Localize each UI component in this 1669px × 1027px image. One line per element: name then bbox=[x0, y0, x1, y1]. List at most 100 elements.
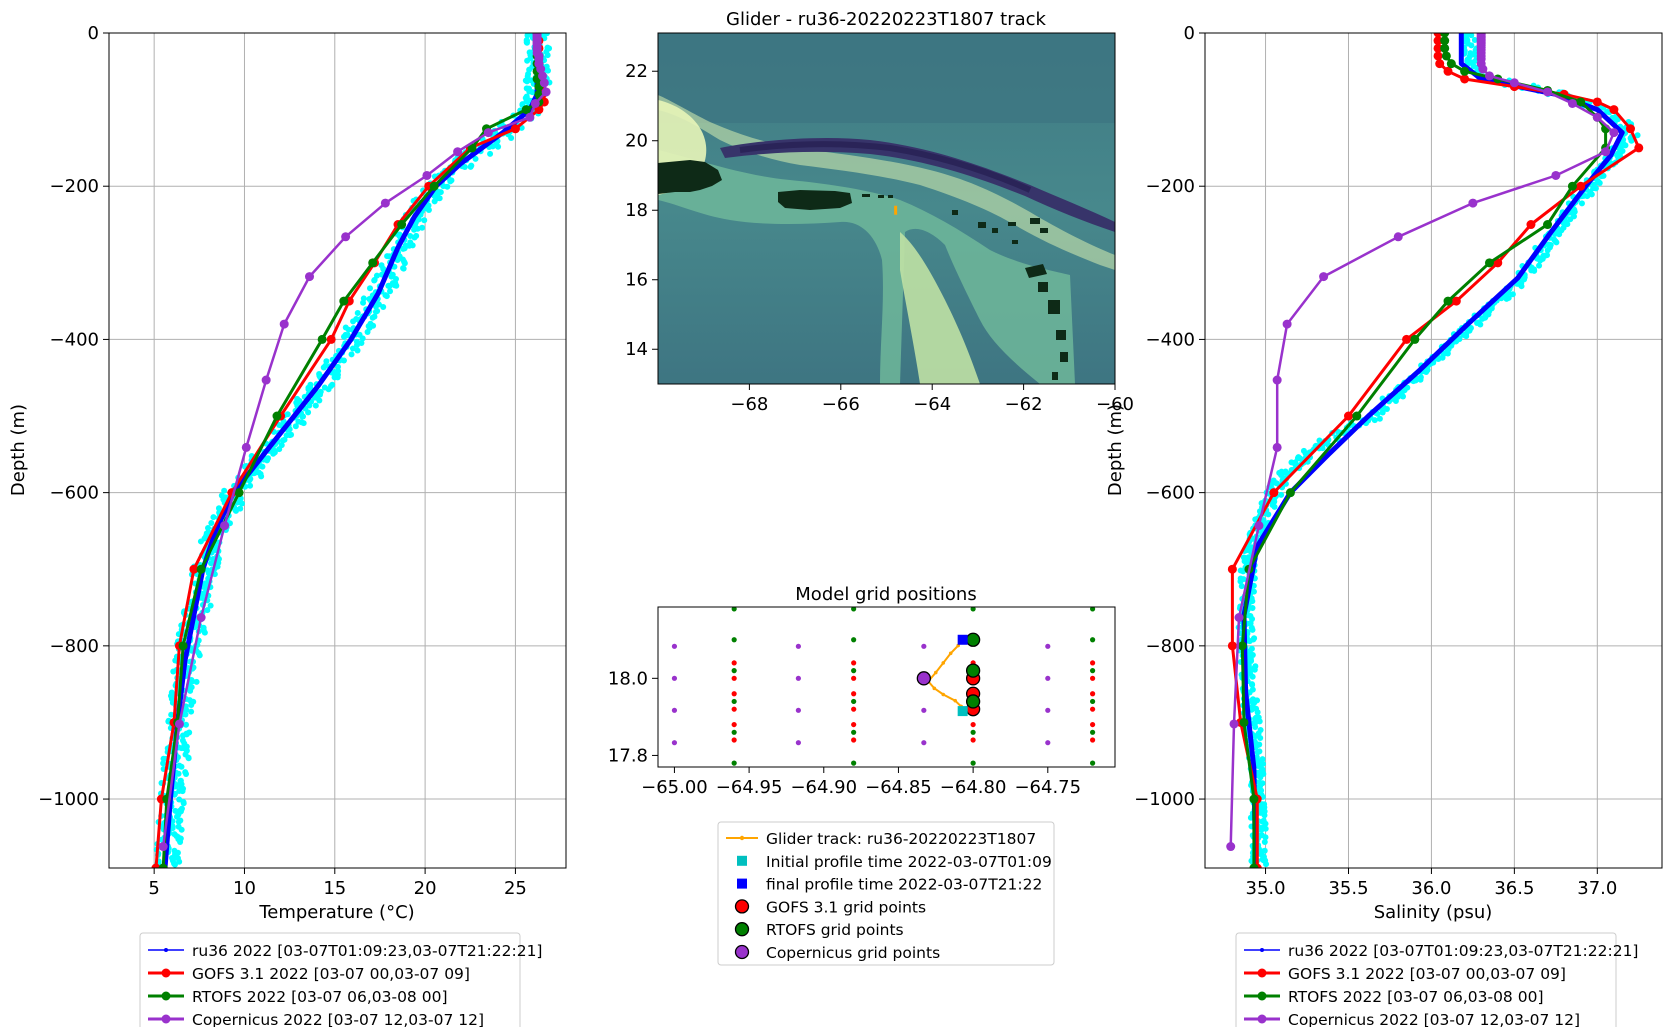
gofs-grid-point bbox=[970, 721, 976, 728]
series-marker bbox=[220, 521, 230, 531]
glider-profile-point bbox=[380, 303, 387, 310]
gofs-grid-point bbox=[731, 691, 737, 697]
glider-track-point bbox=[953, 698, 957, 703]
series-marker bbox=[1460, 74, 1470, 84]
glider-profile-point bbox=[467, 163, 474, 170]
glider-profile-point bbox=[394, 257, 401, 264]
glider-position-marker bbox=[894, 205, 898, 215]
y-tick-label: −200 bbox=[1146, 176, 1195, 197]
glider-profile-point bbox=[524, 73, 531, 80]
series-marker bbox=[453, 147, 463, 157]
series-marker bbox=[429, 181, 439, 191]
gofs-grid-point bbox=[1089, 721, 1096, 728]
series-marker bbox=[1567, 181, 1577, 191]
glider-profile-point bbox=[1477, 321, 1484, 328]
grid-points bbox=[671, 607, 1096, 766]
glider-profile-point bbox=[160, 755, 167, 762]
glider-profile-point bbox=[170, 860, 177, 867]
series-marker bbox=[380, 198, 390, 208]
glider-profile-point bbox=[312, 402, 319, 409]
rtofs-selected-point bbox=[965, 694, 981, 709]
series-marker bbox=[422, 170, 432, 180]
glider-profile-point bbox=[208, 520, 215, 527]
glider-profile-point bbox=[1251, 666, 1258, 673]
glider-profile-point bbox=[168, 695, 175, 702]
glider-profile-point bbox=[354, 347, 361, 354]
series-marker bbox=[151, 863, 161, 868]
series-marker bbox=[1435, 59, 1445, 69]
glider-profile-point bbox=[1564, 221, 1571, 228]
glider-profile-point bbox=[1261, 838, 1268, 845]
series-marker bbox=[1451, 296, 1461, 306]
y-tick-label: −1000 bbox=[38, 789, 99, 810]
gofs-grid-point bbox=[731, 675, 737, 681]
series-marker bbox=[1234, 613, 1244, 622]
glider-profile-point bbox=[423, 205, 430, 212]
series-marker bbox=[525, 112, 535, 122]
series-marker bbox=[1226, 842, 1236, 852]
glider-profile-point bbox=[205, 525, 212, 532]
legend-circle-marker bbox=[734, 944, 750, 960]
series-marker bbox=[1254, 521, 1264, 531]
glider-profile-point bbox=[1258, 826, 1265, 833]
grid-legend-label: Copernicus grid points bbox=[766, 944, 940, 962]
series-marker bbox=[158, 863, 168, 868]
glider-profile-point bbox=[1488, 305, 1495, 312]
series-marker bbox=[1576, 181, 1586, 191]
glider-profile-point bbox=[1544, 247, 1551, 254]
series-marker bbox=[339, 296, 349, 306]
series-marker bbox=[1509, 78, 1519, 88]
glider-profile-point bbox=[1259, 769, 1266, 776]
copernicus-grid-point bbox=[1045, 707, 1051, 713]
gofs-grid-point bbox=[851, 721, 857, 728]
glider-profile-point bbox=[1528, 266, 1535, 273]
rtofs-grid-point bbox=[731, 729, 737, 735]
glider-profile-point bbox=[178, 826, 185, 833]
map-x-tick-label: −62 bbox=[1005, 394, 1043, 415]
glider-profile-point bbox=[257, 470, 264, 477]
glider-profile-point bbox=[1570, 213, 1577, 220]
series-marker bbox=[530, 98, 540, 108]
series-marker bbox=[1237, 641, 1247, 651]
series-marker bbox=[341, 232, 351, 242]
series-marker bbox=[1460, 66, 1470, 76]
series-marker bbox=[1576, 97, 1586, 107]
series-marker bbox=[368, 258, 378, 268]
glider-profile-point bbox=[1254, 749, 1261, 756]
copernicus-grid-point bbox=[795, 675, 801, 681]
glider-profile-point bbox=[1249, 673, 1256, 680]
glider-profile-point bbox=[1249, 626, 1256, 633]
temperature-profile-panel: 5 10 15 20 25 0 −200 −400 −600 −800 −1000 Temperat… bbox=[8, 23, 567, 1027]
glider-profile-point bbox=[1251, 635, 1258, 642]
series-marker bbox=[521, 105, 531, 115]
series-marker bbox=[1402, 334, 1412, 344]
virgin-islands bbox=[862, 194, 893, 198]
series-marker bbox=[279, 319, 289, 329]
glider-profile-point bbox=[187, 687, 194, 694]
grid-x-tick-label: −65.00 bbox=[641, 777, 708, 798]
glider-profile-point bbox=[210, 514, 217, 521]
x-tick-label: 36.5 bbox=[1494, 878, 1534, 899]
grid-legend-label: GOFS 3.1 grid points bbox=[766, 898, 926, 916]
series-marker bbox=[1443, 296, 1453, 306]
y-tick-label: −200 bbox=[50, 176, 99, 197]
copernicus-grid-point bbox=[921, 707, 927, 713]
glider-profile-point bbox=[259, 463, 266, 470]
copernicus-grid-point bbox=[1045, 740, 1051, 746]
glider-track-point bbox=[941, 661, 946, 665]
salinity-axes-frame bbox=[1204, 32, 1663, 869]
series-marker bbox=[1433, 33, 1443, 38]
series-marker bbox=[196, 613, 206, 622]
final-profile-marker bbox=[957, 634, 968, 645]
y-tick-label: −800 bbox=[50, 636, 99, 657]
glider-profile-point bbox=[188, 708, 195, 715]
series-marker bbox=[1592, 97, 1602, 107]
glider-profile-point bbox=[204, 567, 211, 574]
series-marker bbox=[189, 564, 199, 574]
glider-profile-point bbox=[495, 143, 502, 150]
glider-profile-point bbox=[202, 582, 209, 589]
model-grid-positions-panel: Model grid positions −65.00 −64.95 −64.90−… bbox=[608, 584, 1116, 966]
glider-profile-point bbox=[487, 150, 494, 157]
y-tick-label: −400 bbox=[1146, 329, 1195, 350]
legend-marker bbox=[161, 1014, 171, 1024]
